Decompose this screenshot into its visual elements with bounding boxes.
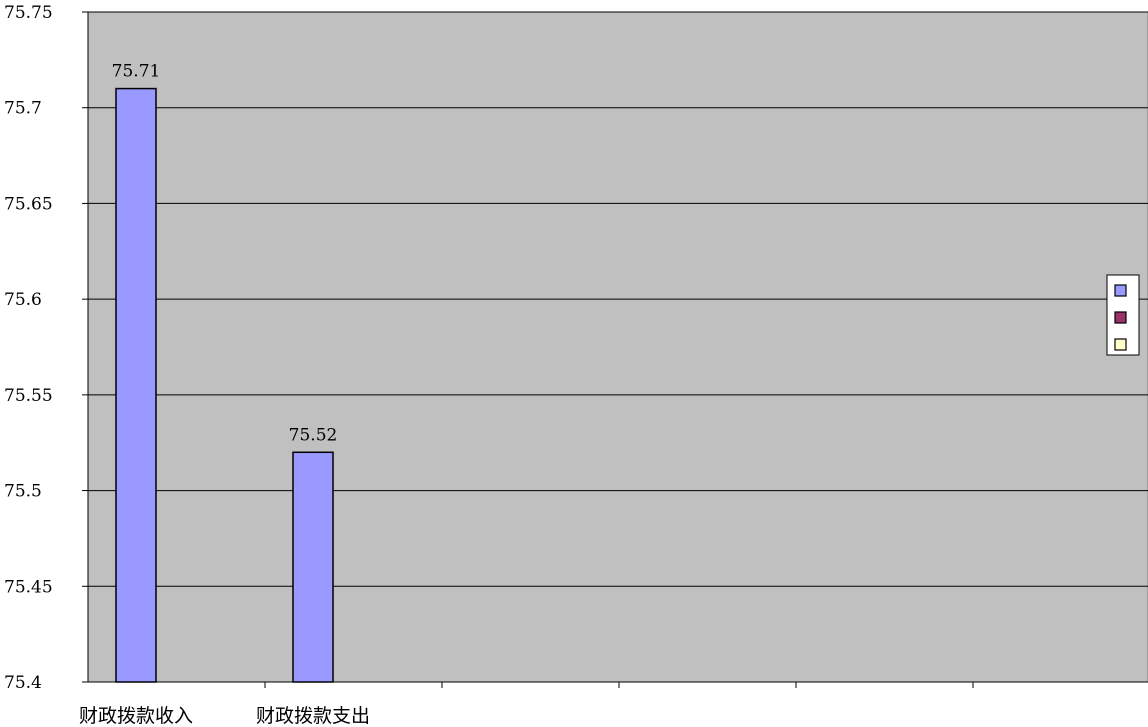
y-tick-label: 75.45 bbox=[4, 577, 53, 597]
y-tick-label: 75.5 bbox=[4, 482, 42, 502]
x-axis-ticks bbox=[264, 682, 974, 688]
y-tick-label: 75.7 bbox=[4, 99, 42, 119]
legend-swatch-3 bbox=[1114, 338, 1127, 351]
bars bbox=[115, 87, 334, 683]
y-tick-label: 75.6 bbox=[4, 290, 42, 310]
y-tick-label: 75.4 bbox=[4, 673, 42, 693]
y-tick-label: 75.55 bbox=[4, 386, 53, 406]
category-label-1: 财政拨款收入 bbox=[79, 705, 193, 727]
legend-swatch-2 bbox=[1114, 311, 1127, 324]
legend-swatch-1 bbox=[1114, 284, 1127, 297]
y-axis-ticks: 75.4 75.45 75.5 75.55 75.6 75.65 75.7 75.75 bbox=[4, 3, 88, 693]
plot-area bbox=[87, 11, 1148, 683]
legend bbox=[1106, 274, 1140, 356]
y-tick-label: 75.75 bbox=[4, 3, 53, 23]
data-labels: 75.71 75.52 bbox=[112, 62, 338, 446]
category-label-2: 财政拨款支出 bbox=[256, 705, 370, 727]
y-tick-label: 75.65 bbox=[4, 194, 53, 214]
gridlines bbox=[88, 11, 1148, 587]
bar-1 bbox=[115, 87, 157, 683]
data-label-2: 75.52 bbox=[289, 425, 338, 445]
data-label-1: 75.71 bbox=[112, 62, 161, 82]
category-labels: 财政拨款收入 财政拨款支出 bbox=[79, 705, 370, 727]
bar-2 bbox=[292, 451, 334, 683]
